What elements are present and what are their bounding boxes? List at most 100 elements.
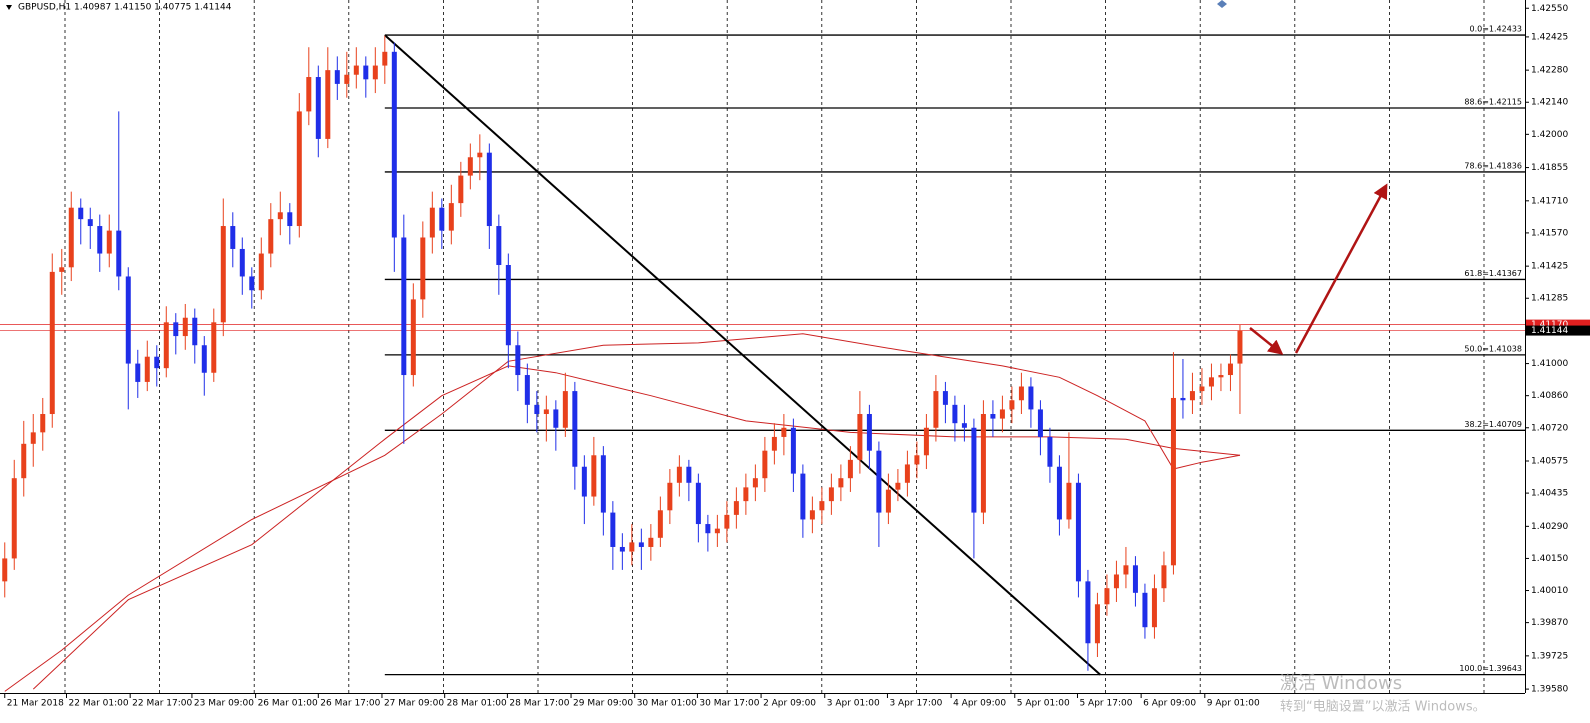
x-tick-label: 30 Mar 01:00	[637, 699, 697, 709]
watermark-text: 转到“电脑设置”以激活 Windows。	[1280, 700, 1486, 715]
candle-body	[942, 391, 948, 405]
candle-body	[1189, 391, 1195, 401]
candle-body	[2, 558, 8, 582]
candle-body	[401, 237, 407, 376]
candle-body	[125, 276, 131, 364]
candle-body	[838, 478, 844, 488]
symbol-menu-icon[interactable]	[6, 5, 12, 10]
candle-body	[572, 391, 578, 467]
candle-body	[410, 299, 416, 376]
candle-body	[1170, 397, 1176, 566]
x-tick-label: 22 Mar 17:00	[132, 699, 192, 709]
icon	[1217, 0, 1227, 8]
x-tick-label: 2 Apr 09:00	[763, 699, 816, 709]
x-tick-label: 28 Mar 01:00	[447, 699, 507, 709]
y-tick-label: 1.41570	[1531, 228, 1568, 238]
candle-body	[239, 248, 245, 277]
candle-body	[201, 345, 207, 373]
candle-body	[325, 70, 331, 139]
candle-body	[714, 528, 720, 534]
x-tick-label: 6 Apr 09:00	[1143, 699, 1196, 709]
candle-body	[800, 473, 806, 520]
candle-body	[1218, 375, 1224, 378]
y-tick-label: 1.42140	[1531, 98, 1568, 108]
candle-body	[144, 356, 150, 382]
candle-body	[1018, 386, 1024, 401]
candle-body	[657, 510, 663, 538]
candle-body	[192, 317, 198, 346]
candle-body	[866, 414, 872, 451]
candle-body	[135, 363, 141, 382]
candle-body	[1075, 482, 1081, 582]
y-tick-label: 1.39725	[1531, 651, 1568, 661]
candle-body	[1113, 574, 1119, 589]
candle-body	[505, 265, 511, 346]
trend-line	[384, 34, 1101, 676]
fib-level-label: 38.2=1.40709	[1464, 420, 1522, 429]
candle-body	[1180, 397, 1186, 401]
fib-level-label: 0.0=1.42433	[1469, 25, 1522, 34]
candle-body	[49, 271, 55, 415]
candle-body	[904, 464, 910, 483]
candle-body	[695, 482, 701, 525]
candle-body	[524, 375, 530, 405]
candle-body	[990, 414, 996, 419]
candle-body	[809, 510, 815, 520]
candle-body	[382, 51, 388, 66]
candle-body	[296, 111, 302, 227]
x-tick-label: 26 Mar 01:00	[258, 699, 318, 709]
candle-body	[211, 322, 217, 373]
y-tick-label: 1.39580	[1531, 685, 1568, 695]
price-label: 1.41144	[1531, 326, 1568, 336]
x-tick-label: 9 Apr 01:00	[1207, 699, 1260, 709]
candle-body	[1123, 565, 1129, 575]
candle-body	[885, 489, 891, 513]
candle-body	[733, 501, 739, 515]
candle-body	[287, 212, 293, 227]
x-tick-label: 3 Apr 01:00	[827, 699, 880, 709]
candle-body	[610, 512, 616, 547]
candle-body	[762, 450, 768, 479]
candle-body	[59, 267, 65, 272]
x-tick-label: 4 Apr 09:00	[953, 699, 1006, 709]
candle-body	[420, 237, 426, 300]
candle-body	[173, 322, 179, 337]
candle-body	[847, 459, 853, 479]
candle-body	[182, 317, 188, 337]
candle-body	[971, 427, 977, 513]
candle-body	[106, 230, 112, 254]
candle-body	[1199, 386, 1205, 392]
y-tick-label: 1.39870	[1531, 618, 1568, 628]
candle-body	[600, 455, 606, 513]
candle-body	[1208, 377, 1214, 387]
candle-body	[819, 501, 825, 511]
candle-body	[78, 207, 84, 220]
y-tick-label: 1.42000	[1531, 130, 1568, 140]
fib-level-label: 78.6=1.41836	[1464, 161, 1522, 170]
x-tick-label: 22 Mar 01:00	[69, 699, 129, 709]
x-tick-label: 21 Mar 2018	[7, 699, 64, 709]
candle-body	[334, 70, 340, 84]
axis-layer: 1.42550 1.42425 1.42280 1.42140 1.42000 1.418…	[4, 4, 1590, 709]
candle-body	[752, 478, 758, 488]
candle-body	[1009, 400, 1015, 410]
y-tick-label: 1.41000	[1531, 359, 1568, 369]
candle-body	[372, 65, 378, 80]
chart-title: GBPUSD,H1 1.40987 1.41150 1.40775 1.4114…	[18, 3, 232, 13]
candle-body	[781, 427, 787, 437]
candle-body	[1056, 466, 1062, 520]
candle-body	[534, 404, 540, 415]
candle-body	[857, 414, 863, 460]
y-tick-label: 1.40150	[1531, 554, 1568, 564]
price-label-box	[1526, 325, 1590, 336]
x-tick-label: 30 Mar 17:00	[699, 699, 759, 709]
fib-level-label: 50.0=1.41038	[1464, 344, 1522, 353]
candle-body	[1237, 330, 1243, 364]
price-label-box	[1526, 319, 1590, 330]
candle-body	[258, 253, 264, 291]
candle-body	[458, 175, 464, 204]
y-tick-label: 1.41425	[1531, 262, 1568, 272]
candle-body	[1047, 436, 1053, 467]
